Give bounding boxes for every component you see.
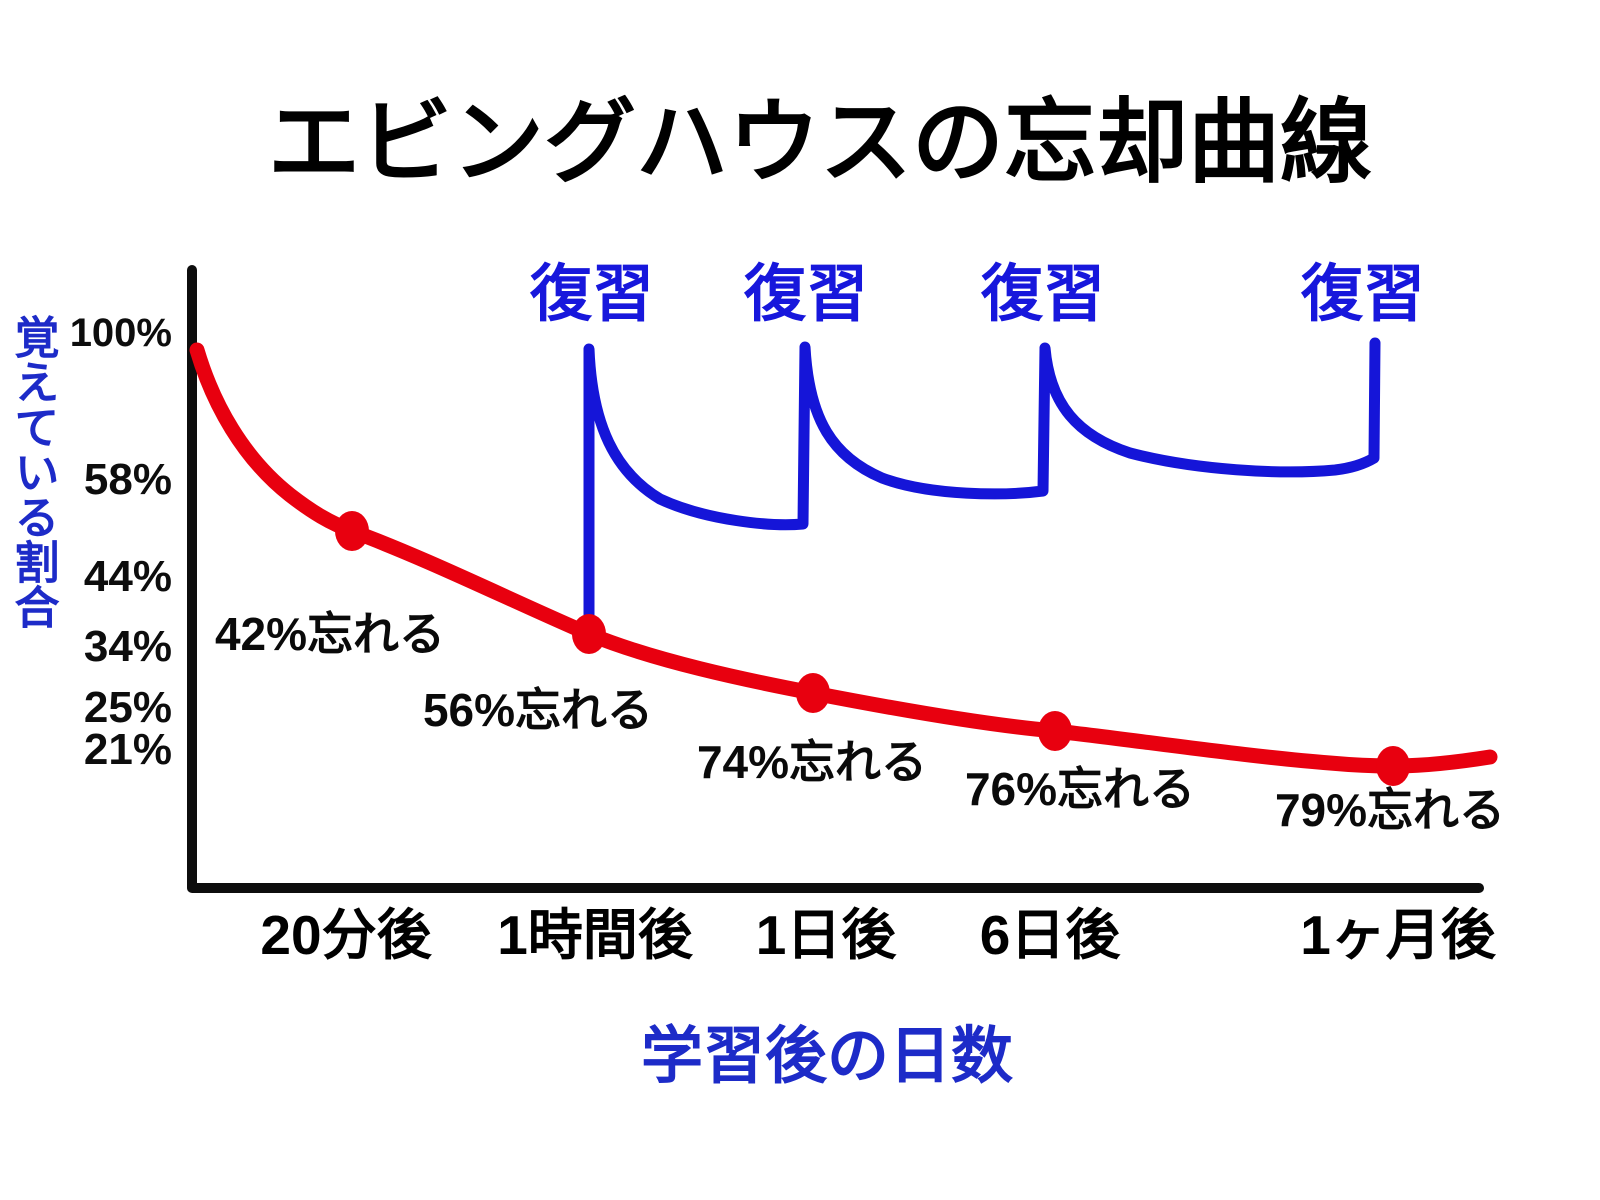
x-tick-6days: 6日後 bbox=[979, 904, 1121, 966]
chart-title: エビングハウスの忘却曲線 bbox=[267, 92, 1372, 194]
annotation-79-forgotten: 79%忘れる bbox=[1274, 784, 1506, 836]
x-axis-title: 学習後の日数 bbox=[640, 1022, 1014, 1091]
data-point-1hour bbox=[572, 614, 606, 654]
axes-lines bbox=[187, 265, 1484, 893]
forgetting-curve bbox=[189, 342, 1498, 774]
x-tick-1day: 1日後 bbox=[755, 904, 897, 966]
review-retention-curve bbox=[583, 337, 1381, 640]
data-point-20min bbox=[335, 511, 369, 551]
x-tick-1month: 1ヶ月後 bbox=[1300, 904, 1496, 966]
data-point-6days bbox=[1038, 711, 1072, 751]
data-point-markers bbox=[335, 511, 1410, 786]
review-label-2: 復習 bbox=[743, 260, 869, 329]
y-tick-100: 100% bbox=[69, 311, 172, 355]
review-label-4: 復習 bbox=[1300, 260, 1426, 329]
data-point-1month bbox=[1376, 746, 1410, 786]
annotation-76-forgotten: 76%忘れる bbox=[964, 763, 1196, 815]
y-axis-title: 覚えている割合 bbox=[7, 314, 59, 629]
y-tick-58: 58% bbox=[83, 455, 172, 504]
x-tick-20min: 20分後 bbox=[260, 904, 432, 966]
annotation-56-forgotten: 56%忘れる bbox=[422, 684, 654, 736]
y-tick-44: 44% bbox=[83, 552, 172, 601]
y-tick-21: 21% bbox=[83, 725, 172, 774]
data-point-1day bbox=[796, 673, 830, 713]
annotation-74-forgotten: 74%忘れる bbox=[696, 736, 928, 788]
review-label-3: 復習 bbox=[980, 260, 1106, 329]
annotation-42-forgotten: 42%忘れる bbox=[214, 608, 446, 660]
review-label-1: 復習 bbox=[529, 260, 655, 329]
x-tick-1hour: 1時間後 bbox=[497, 904, 693, 966]
y-tick-34: 34% bbox=[83, 622, 172, 671]
y-tick-25: 25% bbox=[83, 683, 172, 732]
